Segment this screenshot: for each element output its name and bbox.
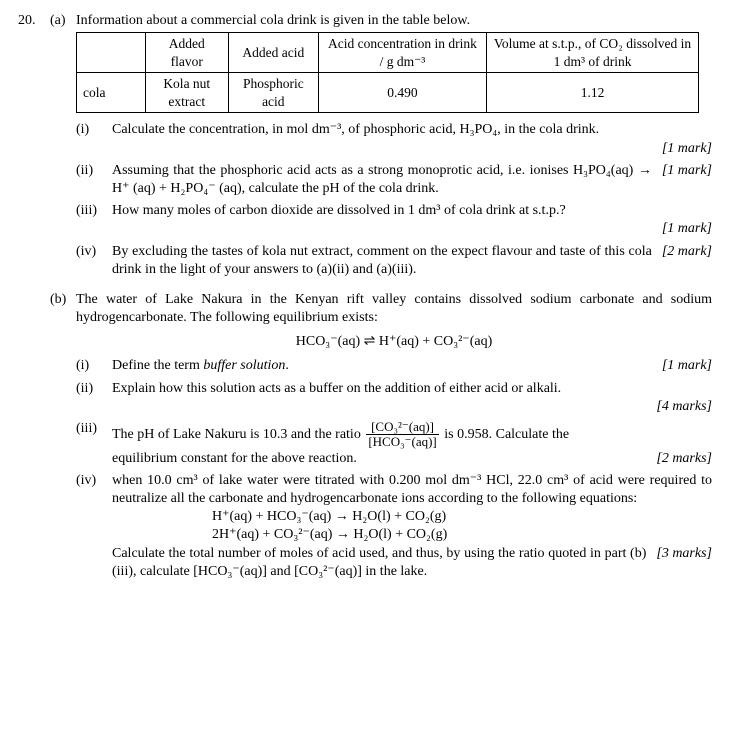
question-number: 20. — [18, 12, 50, 581]
b-i-body: Define the term buffer solution. [1 mark… — [112, 357, 712, 375]
b-i-num: (i) — [76, 357, 112, 375]
b-ii-num: (ii) — [76, 380, 112, 416]
part-b-label: (b) — [50, 291, 76, 581]
b-iii-line1: The pH of Lake Nakuru is 10.3 and the ra… — [112, 420, 712, 450]
b-iv-body: when 10.0 cm³ of lake water were titrate… — [112, 472, 712, 581]
table-header-row: Added flavor Added acid Acid concentrati… — [77, 33, 699, 73]
question-body: (a) Information about a commercial cola … — [50, 12, 712, 581]
b-ii-mark: [4 marks] — [656, 398, 712, 416]
frac-den: [HCO₃⁻(aq)] — [366, 435, 438, 449]
frac-num: [CO₃²⁻(aq)] — [366, 420, 438, 435]
b-ii: (ii) Explain how this solution acts as a… — [76, 380, 712, 416]
hdr-blank — [77, 33, 146, 73]
cell-conc: 0.490 — [319, 73, 487, 113]
b-iv-t2: Calculate the total number of moles of a… — [112, 545, 646, 581]
cell-acid: Phosphoric acid — [228, 73, 319, 113]
cell-flavor: Kola nut extract — [146, 73, 229, 113]
a-i-body: Calculate the concentration, in mol dm⁻³… — [112, 121, 712, 157]
a-ii: (ii) Assuming that the phosphoric acid a… — [76, 162, 712, 198]
a-iv-mark: [2 mark] — [662, 243, 712, 279]
part-b: (b) The water of Lake Nakura in the Keny… — [50, 291, 712, 581]
a-iv-body: By excluding the tastes of kola nut extr… — [112, 243, 712, 279]
cell-vol: 1.12 — [486, 73, 698, 113]
intro-a: Information about a commercial cola drin… — [76, 12, 712, 30]
a-ii-body: Assuming that the phosphoric acid acts a… — [112, 162, 712, 198]
a-i-text: Calculate the concentration, in mol dm⁻³… — [112, 121, 712, 139]
a-iii-text: How many moles of carbon dioxide are dis… — [112, 202, 712, 220]
hdr-acid: Added acid — [228, 33, 319, 73]
b-iii: (iii) The pH of Lake Nakuru is 10.3 and … — [76, 420, 712, 468]
intro-b: The water of Lake Nakura in the Kenyan r… — [76, 291, 712, 327]
part-a-label: (a) — [50, 12, 76, 279]
a-iii-body: How many moles of carbon dioxide are dis… — [112, 202, 712, 238]
b-iv-num: (iv) — [76, 472, 112, 581]
a-ii-num: (ii) — [76, 162, 112, 198]
b-i-mark: [1 mark] — [662, 357, 712, 375]
b-iii-t1: The pH of Lake Nakuru is 10.3 and the ra… — [112, 427, 364, 442]
b-ii-text: Explain how this solution acts as a buff… — [112, 380, 712, 398]
b-iii-t3: equilibrium constant for the above react… — [112, 450, 646, 468]
b-ii-body: Explain how this solution acts as a buff… — [112, 380, 712, 416]
a-iii-mark: [1 mark] — [662, 220, 712, 238]
a-ii-text: Assuming that the phosphoric acid acts a… — [112, 162, 652, 198]
a-iv: (iv) By excluding the tastes of kola nut… — [76, 243, 712, 279]
part-a-body: Information about a commercial cola drin… — [76, 12, 712, 279]
cell-name: cola — [77, 73, 146, 113]
a-iv-num: (iv) — [76, 243, 112, 279]
a-iii: (iii) How many moles of carbon dioxide a… — [76, 202, 712, 238]
ratio-fraction: [CO₃²⁻(aq)] [HCO₃⁻(aq)] — [366, 420, 438, 450]
table-row: cola Kola nut extract Phosphoric acid 0.… — [77, 73, 699, 113]
a-i: (i) Calculate the concentration, in mol … — [76, 121, 712, 157]
a-i-mark: [1 mark] — [662, 140, 712, 158]
hdr-conc: Acid concentration in drink / g dm⁻³ — [319, 33, 487, 73]
a-ii-mark: [1 mark] — [662, 162, 712, 198]
b-iv-mark: [3 marks] — [656, 545, 712, 581]
b-iv-eq1: H⁺(aq) + HCO₃⁻(aq) → H₂O(l) + CO₂(g) — [212, 508, 712, 526]
b-iii-mark: [2 marks] — [656, 450, 712, 468]
part-b-body: The water of Lake Nakura in the Kenyan r… — [76, 291, 712, 581]
b-iii-num: (iii) — [76, 420, 112, 468]
part-a: (a) Information about a commercial cola … — [50, 12, 712, 279]
a-iv-text: By excluding the tastes of kola nut extr… — [112, 243, 652, 279]
b-iii-body: The pH of Lake Nakuru is 10.3 and the ra… — [112, 420, 712, 468]
b-i: (i) Define the term buffer solution. [1 … — [76, 357, 712, 375]
cola-table: Added flavor Added acid Acid concentrati… — [76, 32, 699, 113]
b-iv-eq2: 2H⁺(aq) + CO₃²⁻(aq) → H₂O(l) + CO₂(g) — [212, 526, 712, 544]
hdr-flavor: Added flavor — [146, 33, 229, 73]
b-iv-t1: when 10.0 cm³ of lake water were titrate… — [112, 472, 712, 508]
eq-b: HCO₃⁻(aq) ⇌ H⁺(aq) + CO₃²⁻(aq) — [76, 333, 712, 351]
a-iii-num: (iii) — [76, 202, 112, 238]
hdr-vol: Volume at s.t.p., of CO₂ dissolved in 1 … — [486, 33, 698, 73]
question-20: 20. (a) Information about a commercial c… — [18, 12, 712, 581]
b-iii-t2: is 0.958. Calculate the — [444, 427, 569, 442]
b-iv: (iv) when 10.0 cm³ of lake water were ti… — [76, 472, 712, 581]
a-i-num: (i) — [76, 121, 112, 157]
